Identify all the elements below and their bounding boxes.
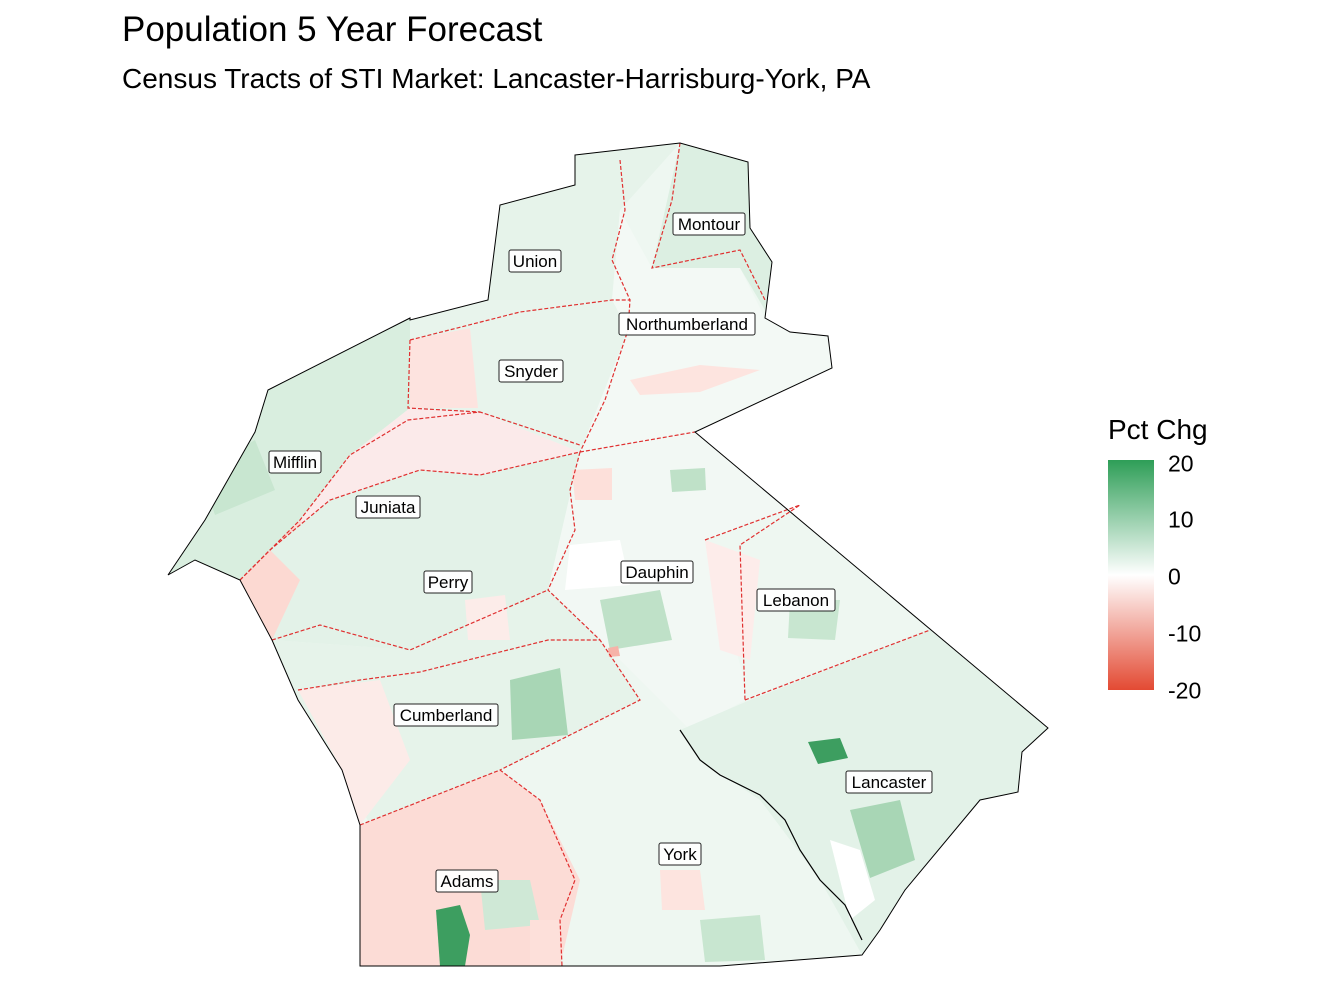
tract-dauphin-white (565, 540, 630, 590)
tract-york-green (700, 915, 765, 962)
label-montour: Montour (672, 212, 746, 236)
tract-lancaster-white (830, 840, 875, 920)
tract-adams-green (436, 905, 470, 966)
border-lebanon-lancaster (744, 629, 931, 701)
label-lebanon: Lebanon (756, 588, 836, 612)
label-juniata: Juniata (355, 495, 421, 519)
county-fill-mifflin (168, 318, 410, 580)
border-union-snyder (409, 299, 631, 453)
county-fill-snyder-west (410, 328, 478, 408)
legend-tick-0: 0 (1168, 563, 1181, 590)
svg-text:Juniata: Juniata (361, 498, 416, 517)
county-borders (239, 142, 931, 967)
tract-lancaster-mid (850, 800, 915, 878)
svg-text:York: York (663, 845, 697, 864)
legend-tick-10: 10 (1168, 506, 1194, 533)
tract-york-pink (660, 870, 705, 910)
label-adams: Adams (435, 869, 499, 893)
label-cumberland: Cumberland (393, 703, 499, 727)
label-snyder: Snyder (498, 359, 564, 383)
tract-adams-pink (530, 920, 560, 966)
label-dauphin: Dauphin (620, 560, 694, 584)
legend-tick-neg20: -20 (1168, 677, 1202, 704)
market-outline (167, 142, 1049, 967)
svg-text:Northumberland: Northumberland (626, 315, 748, 334)
county-fill-lebanon-pink (705, 540, 760, 660)
border-mifflin-juniata (239, 411, 581, 581)
svg-text:Montour: Montour (678, 215, 741, 234)
border-dauphin-north (579, 431, 696, 453)
map-subtitle: Census Tracts of STI Market: Lancaster-H… (122, 63, 871, 94)
label-union: Union (508, 249, 562, 273)
tract-northumberland-pink (630, 365, 760, 395)
tract-dauphin-pink (572, 468, 612, 500)
svg-text:Adams: Adams (441, 872, 494, 891)
legend-title: Pct Chg (1108, 414, 1208, 445)
label-northumberland: Northumberland (618, 312, 756, 336)
svg-text:Lebanon: Lebanon (763, 591, 829, 610)
border-perry-cumberland (271, 589, 549, 651)
county-labels: Montour Union Northumberland Snyder Miff… (268, 212, 933, 893)
svg-text:Cumberland: Cumberland (400, 706, 493, 725)
border-adams-york (359, 769, 576, 967)
border-union-montour (611, 159, 631, 301)
label-mifflin: Mifflin (268, 450, 322, 474)
map-title: Population 5 Year Forecast (122, 10, 543, 49)
tract-harrisburg-mid (600, 590, 672, 650)
legend-tick-neg10: -10 (1168, 620, 1202, 647)
county-fill-york (500, 700, 862, 966)
border-dauphin-lebanon (704, 504, 801, 701)
svg-text:Perry: Perry (428, 573, 469, 592)
border-snyder-west (407, 339, 481, 413)
tract-harrisburg-pink (608, 646, 620, 657)
county-fill-cumberland-west (298, 680, 410, 825)
legend-tick-20: 20 (1168, 450, 1194, 477)
border-montour (651, 142, 766, 301)
svg-text:Lancaster: Lancaster (852, 773, 927, 792)
label-perry: Perry (423, 570, 473, 594)
label-york: York (658, 842, 702, 866)
susquehanna-river (679, 729, 863, 941)
tract-cumberland-mid (510, 668, 568, 740)
tract-lancaster-green (808, 738, 848, 764)
border-perry-dauphin (547, 451, 601, 641)
svg-text:Union: Union (513, 252, 557, 271)
tract-fill-layer (168, 143, 1048, 966)
border-cumberland-york (297, 639, 641, 771)
county-fill-juniata (240, 408, 580, 580)
svg-text:Mifflin: Mifflin (273, 453, 317, 472)
legend-color-bar (1108, 460, 1154, 690)
label-lancaster: Lancaster (845, 770, 933, 794)
svg-text:Dauphin: Dauphin (625, 563, 688, 582)
tract-perry-pink (465, 595, 510, 640)
svg-text:Snyder: Snyder (504, 362, 558, 381)
tract-dauphin-north (670, 468, 706, 492)
